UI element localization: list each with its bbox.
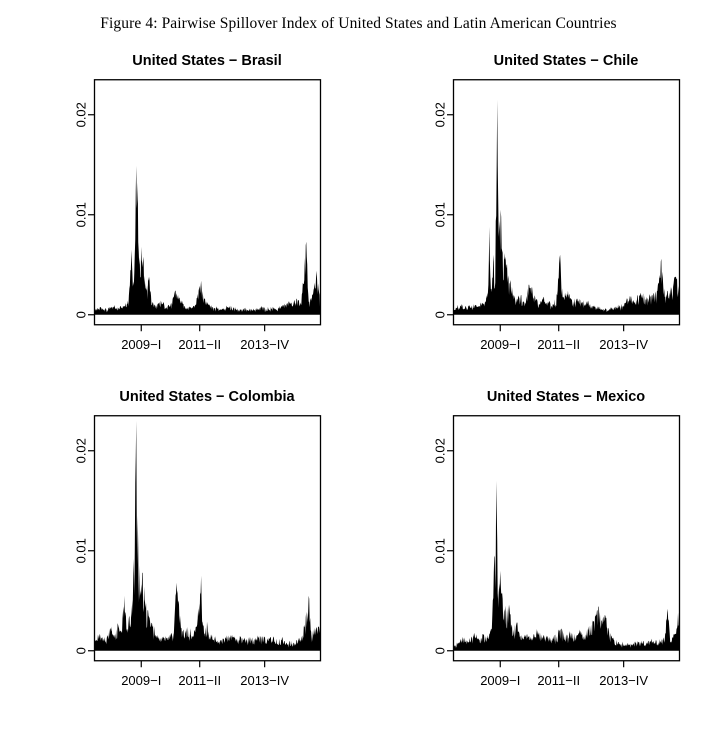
x-tick-label: 2013−IV — [240, 337, 289, 352]
plot-area: 2009−I 2011−II 2013−IV 0 0.01 0.02 — [433, 79, 681, 352]
y-tick-label: 0 — [74, 647, 89, 654]
subplot-us-mexico: United States − Mexico 2009−I 2011−II 20… — [387, 383, 717, 695]
plot-title: United States − Chile — [493, 53, 639, 69]
series-area — [94, 420, 321, 651]
x-tick-label: 2013−IV — [599, 337, 648, 352]
y-tick-label: 0.02 — [433, 102, 448, 127]
x-tick-label: 2013−IV — [240, 673, 289, 688]
plot-area: 2009−I 2011−II 2013−IV 0 0.01 0.02 — [74, 415, 322, 688]
figure-caption: Figure 4: Pairwise Spillover Index of Un… — [100, 15, 617, 32]
x-tick-label: 2011−II — [178, 673, 221, 688]
subplot-us-colombia: United States − Colombia 2009−I 2011−II … — [28, 383, 358, 695]
y-tick-label: 0 — [433, 311, 448, 318]
x-tick-label: 2009−I — [121, 673, 161, 688]
subplot-us-chile: United States − Chile 2009−I 2011−II 201… — [387, 47, 717, 359]
y-tick-label: 0.01 — [433, 538, 448, 563]
y-tick-label: 0.02 — [74, 438, 89, 463]
y-tick-label: 0.02 — [433, 438, 448, 463]
series-area — [453, 480, 680, 651]
x-tick-label: 2013−IV — [599, 673, 648, 688]
y-tick-label: 0.01 — [433, 202, 448, 227]
plot-box — [452, 79, 681, 326]
series-area — [453, 99, 680, 315]
plot-title: United States − Mexico — [486, 389, 646, 405]
x-tick-label: 2011−II — [537, 337, 580, 352]
x-tick-label: 2011−II — [178, 337, 221, 352]
plot-title: United States − Colombia — [119, 389, 295, 405]
x-tick-label: 2009−I — [480, 673, 520, 688]
series-area — [94, 165, 321, 315]
plot-box — [93, 415, 322, 662]
plot-box — [452, 415, 681, 662]
x-tick-label: 2009−I — [121, 337, 161, 352]
subplot-us-brasil: United States − Brasil 2009−I 2011−II 20… — [28, 47, 358, 359]
x-tick-label: 2009−I — [480, 337, 520, 352]
x-tick-label: 2011−II — [537, 673, 580, 688]
y-tick-label: 0 — [433, 647, 448, 654]
plot-area: 2009−I 2011−II 2013−IV 0 0.01 0.02 — [433, 415, 681, 688]
y-tick-label: 0.01 — [74, 202, 89, 227]
plot-title: United States − Brasil — [132, 53, 282, 69]
y-tick-label: 0.02 — [74, 102, 89, 127]
plot-box — [93, 79, 322, 326]
subplot-grid: United States − Brasil 2009−I 2011−II 20… — [28, 47, 717, 695]
plot-area: 2009−I 2011−II 2013−IV 0 0.01 0.02 — [74, 79, 322, 352]
y-tick-label: 0.01 — [74, 538, 89, 563]
y-tick-label: 0 — [74, 311, 89, 318]
